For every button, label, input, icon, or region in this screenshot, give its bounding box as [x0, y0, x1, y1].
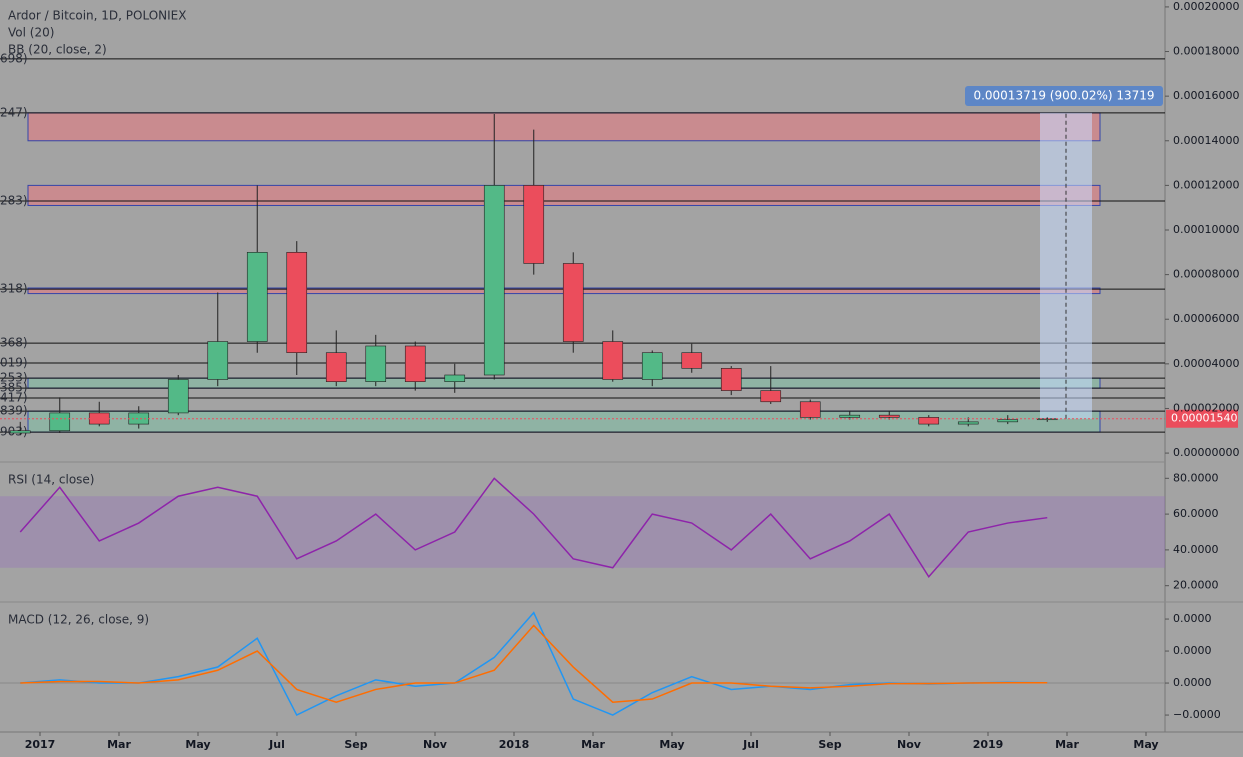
y-tick-label: 0.00002000 — [1173, 401, 1239, 414]
y-tick-label: 0.00016000 — [1173, 89, 1239, 102]
level-label: 283) — [0, 193, 28, 207]
y-tick-label: 80.0000 — [1173, 471, 1219, 484]
title: Ardor / Bitcoin, 1D, POLONIEX — [8, 9, 186, 23]
level-label: 698) — [0, 51, 28, 65]
series-line — [20, 624, 1048, 704]
indicator-label: BB (20, close, 2) — [8, 43, 107, 57]
x-tick-label: May — [659, 738, 684, 751]
x-tick-label: 2018 — [499, 738, 530, 751]
y-tick-label: 0.00000000 — [1173, 446, 1239, 459]
candle-body — [9, 430, 31, 434]
candle-body — [720, 368, 742, 391]
y-tick-label: 20.0000 — [1173, 579, 1219, 592]
y-tick-label: −0.0000 — [1173, 708, 1221, 721]
x-tick-label: Nov — [423, 738, 448, 751]
y-tick-label: 0.0000 — [1173, 644, 1212, 657]
candle-body — [918, 417, 940, 425]
y-tick-label: 0.00012000 — [1173, 178, 1239, 191]
candle-body — [444, 374, 466, 382]
candle-body — [602, 341, 624, 380]
candle-body — [681, 352, 703, 369]
x-tick-label: Jul — [268, 738, 285, 751]
measure-label-bg — [965, 86, 1163, 106]
x-tick-label: Mar — [1055, 738, 1079, 751]
y-tick-label: 0.00018000 — [1173, 45, 1239, 58]
title: RSI (14, close) — [8, 473, 94, 487]
x-tick-label: 2019 — [973, 738, 1004, 751]
measure-label: 0.00013719 (900.02%) 13719 — [973, 89, 1154, 103]
y-tick-label: 0.00004000 — [1173, 357, 1239, 370]
x-tick-label: Sep — [818, 738, 841, 751]
candle-body — [878, 414, 900, 418]
candle-body — [207, 341, 229, 380]
x-tick-label: May — [1133, 738, 1158, 751]
x-tick-label: Mar — [581, 738, 605, 751]
y-tick-label: 0.00020000 — [1173, 0, 1239, 13]
zone — [27, 184, 1101, 206]
candle-body — [246, 252, 268, 342]
candle-body — [483, 185, 505, 376]
level-label: 247) — [0, 105, 28, 119]
candle-body — [167, 379, 189, 414]
level-label: 318) — [0, 282, 28, 296]
y-tick-label: 0.00014000 — [1173, 134, 1239, 147]
y-tick-label: 0.00008000 — [1173, 268, 1239, 281]
title: MACD (12, 26, close, 9) — [8, 613, 149, 627]
candle-body — [562, 263, 584, 342]
candle-body — [957, 421, 979, 425]
candle-body — [523, 185, 545, 264]
level-label: 417) — [0, 390, 28, 404]
candle-body — [799, 401, 821, 418]
y-tick-label: 60.0000 — [1173, 507, 1219, 520]
level-label: 253) — [0, 371, 28, 385]
level-label: 385) — [0, 381, 28, 395]
zone — [27, 410, 1101, 433]
level-label: 839) — [0, 404, 28, 418]
candle-body — [839, 414, 861, 418]
x-tick-label: Nov — [897, 738, 922, 751]
level-label: 019) — [0, 355, 28, 369]
x-tick-label: Sep — [344, 738, 367, 751]
zone — [27, 112, 1101, 142]
y-tick-label: 0.00006000 — [1173, 312, 1239, 325]
candle-body — [286, 252, 308, 353]
series-line — [19, 477, 1048, 578]
y-tick-label: 40.0000 — [1173, 543, 1219, 556]
candle-body — [760, 390, 782, 403]
x-tick-label: 2017 — [25, 738, 56, 751]
y-tick-label: 0.00010000 — [1173, 223, 1239, 236]
y-tick-label: 0.0000 — [1173, 612, 1212, 625]
x-tick-label: Mar — [107, 738, 131, 751]
candle-body — [997, 419, 1019, 423]
last-price-label: 0.00001540 — [1171, 412, 1237, 425]
candle-body — [641, 352, 663, 380]
level-label: 368) — [0, 336, 28, 350]
x-tick-label: May — [185, 738, 210, 751]
candle-body — [325, 352, 347, 382]
zone — [27, 377, 1101, 389]
candle-body — [365, 345, 387, 382]
x-tick-label: Jul — [742, 738, 759, 751]
series-line — [20, 611, 1048, 717]
rsi-band — [0, 496, 1165, 568]
indicator-label: Vol (20) — [8, 26, 54, 40]
y-tick-label: 0.0000 — [1173, 676, 1212, 689]
last-price-bg — [1166, 409, 1238, 428]
candle-body — [404, 345, 426, 382]
candle-body — [49, 412, 71, 432]
